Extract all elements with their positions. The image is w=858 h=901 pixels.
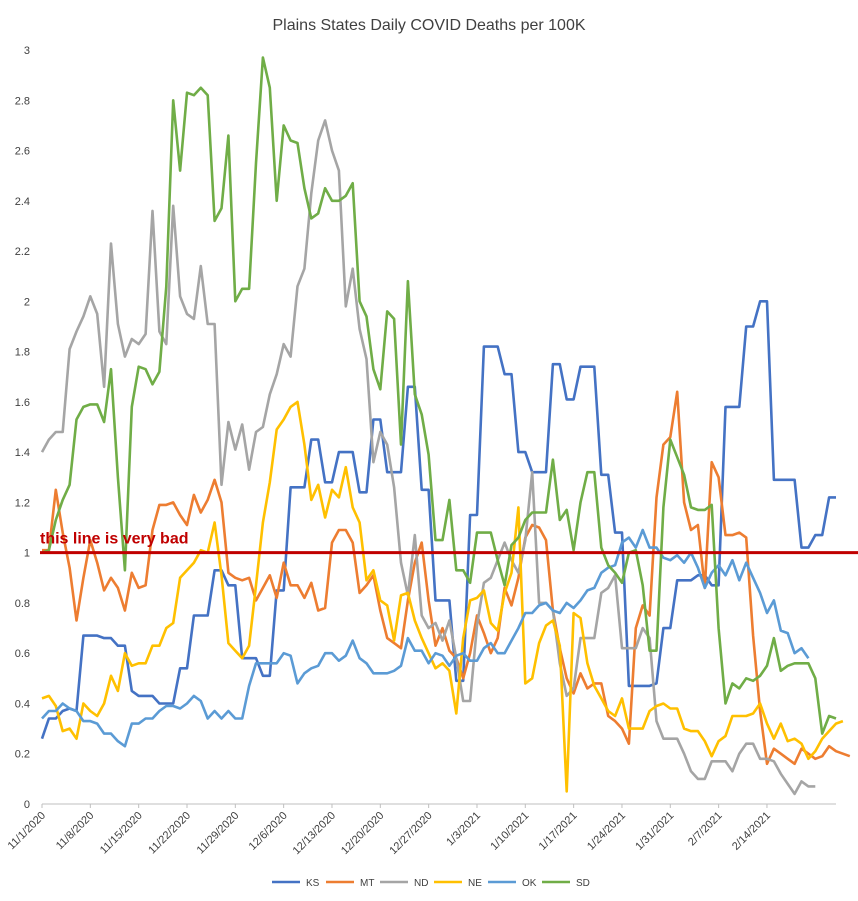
y-tick-label: 1.2 bbox=[15, 497, 30, 509]
series-line-ne bbox=[41, 400, 844, 793]
series-line-sd bbox=[41, 56, 837, 735]
x-tick-label: 12/27/2020 bbox=[387, 810, 434, 857]
reference-line-label: this line is very bad bbox=[40, 531, 189, 548]
x-tick-label: 1/10/2021 bbox=[488, 810, 531, 853]
y-tick-label: 1.8 bbox=[15, 347, 30, 359]
x-tick-label: 11/22/2020 bbox=[146, 810, 193, 857]
x-tick-label: 1/31/2021 bbox=[633, 810, 676, 853]
x-tick-label: 11/29/2020 bbox=[195, 810, 242, 857]
plot-lines bbox=[40, 56, 851, 796]
legend: KS MT ND NE OK SD bbox=[272, 878, 590, 889]
y-tick-label: 0 bbox=[24, 799, 30, 811]
x-tick-label: 12/20/2020 bbox=[339, 810, 386, 857]
legend-label-ok: OK bbox=[522, 878, 537, 889]
series-line-nd bbox=[40, 119, 816, 796]
y-tick-label: 0.2 bbox=[15, 749, 30, 761]
y-tick-label: 2.2 bbox=[15, 246, 30, 258]
x-tick-label: 11/8/2020 bbox=[54, 810, 97, 853]
series-line-ok bbox=[41, 528, 810, 748]
series-line-mt bbox=[42, 390, 851, 766]
y-tick-label: 0.8 bbox=[15, 598, 30, 610]
y-tick-label: 0.4 bbox=[15, 698, 30, 710]
y-tick-label: 2.8 bbox=[15, 95, 30, 107]
x-tick-label: 12/13/2020 bbox=[291, 810, 338, 857]
legend-label-mt: MT bbox=[360, 878, 374, 889]
legend-label-nd: ND bbox=[414, 878, 428, 889]
chart-title: Plains States Daily COVID Deaths per 100… bbox=[272, 17, 585, 34]
y-tick-label: 1.4 bbox=[15, 447, 30, 459]
y-axis-labels: 0 0.2 0.4 0.6 0.8 1 1.2 1.4 1.6 1.8 2 2.2 2.4 2.6 2.8 3 bbox=[15, 45, 30, 811]
y-tick-label: 2.6 bbox=[15, 146, 30, 158]
x-tick-label: 1/24/2021 bbox=[585, 810, 628, 853]
y-tick-label: 1.6 bbox=[15, 397, 30, 409]
y-tick-label: 1 bbox=[24, 548, 30, 560]
x-tick-label: 1/3/2021 bbox=[444, 810, 483, 849]
x-tick-label: 11/1/2020 bbox=[6, 810, 49, 853]
y-tick-label: 0.6 bbox=[15, 648, 30, 660]
x-axis-labels: 11/1/2020 11/8/2020 11/15/2020 11/22/2020 11… bbox=[6, 804, 773, 857]
x-tick-label: 12/6/2020 bbox=[247, 810, 290, 853]
y-tick-label: 2.4 bbox=[15, 196, 30, 208]
x-tick-label: 2/14/2021 bbox=[730, 810, 773, 853]
x-tick-label: 2/7/2021 bbox=[686, 810, 725, 849]
y-tick-label: 3 bbox=[24, 45, 30, 57]
x-tick-label: 1/17/2021 bbox=[537, 810, 580, 853]
y-tick-label: 2 bbox=[24, 296, 30, 308]
legend-label-ne: NE bbox=[468, 878, 482, 889]
legend-label-ks: KS bbox=[306, 878, 320, 889]
legend-label-sd: SD bbox=[576, 878, 590, 889]
x-tick-label: 11/15/2020 bbox=[98, 810, 145, 857]
series-line-ks bbox=[40, 299, 836, 740]
